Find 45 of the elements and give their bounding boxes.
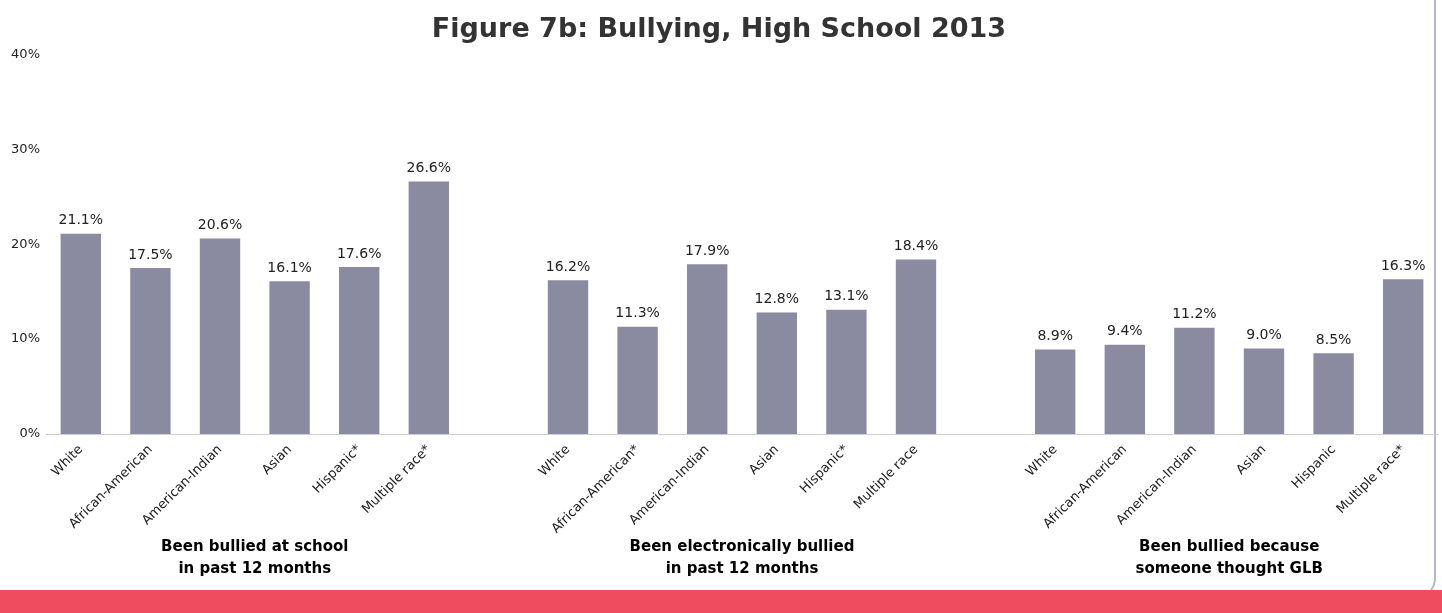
bar xyxy=(1104,344,1145,434)
y-tick-label: 10% xyxy=(11,330,40,346)
bar xyxy=(1383,279,1424,434)
bar xyxy=(895,259,937,434)
bar xyxy=(408,181,449,434)
bar xyxy=(1313,353,1354,434)
bar xyxy=(826,309,867,434)
text: Been bullied because someone thought GLB xyxy=(1135,536,1323,577)
data-label: 8.9% xyxy=(1037,327,1073,344)
bar xyxy=(130,267,171,434)
bar xyxy=(60,233,101,434)
data-label: 26.6% xyxy=(406,159,452,176)
data-label: 16.2% xyxy=(545,257,591,274)
y-tick-label: 30% xyxy=(11,140,40,156)
data-label: 21.1% xyxy=(58,211,104,228)
y-tick-label: 0% xyxy=(19,425,40,441)
data-label: 11.2% xyxy=(1172,305,1217,322)
bar xyxy=(1035,349,1076,434)
data-label: 16.1% xyxy=(267,258,312,275)
data-label: 8.5% xyxy=(1315,330,1352,347)
data-label: 17.5% xyxy=(128,245,173,262)
chart-title: Figure 7b: Bullying, High School 2013 xyxy=(431,12,1007,44)
bar xyxy=(339,266,380,434)
bar xyxy=(617,326,658,434)
data-label: 9.0% xyxy=(1246,326,1282,343)
data-label: 12.8% xyxy=(754,290,800,307)
text: Been electronically bullied in past 12 months xyxy=(629,536,855,577)
data-label: 20.6% xyxy=(197,216,243,233)
bar xyxy=(687,264,728,434)
data-label: 17.9% xyxy=(684,241,730,258)
y-tick-label: 20% xyxy=(11,235,40,251)
bar xyxy=(199,238,241,434)
bar xyxy=(547,280,589,434)
y-tick-label: 40% xyxy=(11,45,40,61)
text: Been bullied at school in past 12 months xyxy=(161,536,349,577)
data-label: 13.1% xyxy=(824,287,869,304)
data-label: 11.3% xyxy=(615,304,660,321)
bar xyxy=(1174,327,1215,434)
bar xyxy=(269,281,310,434)
data-label: 18.4% xyxy=(893,237,939,254)
bar xyxy=(756,312,797,434)
data-label: 16.3% xyxy=(1380,256,1426,273)
data-label: 17.6% xyxy=(336,244,382,261)
data-label: 9.4% xyxy=(1107,322,1143,339)
bar xyxy=(1243,348,1285,434)
